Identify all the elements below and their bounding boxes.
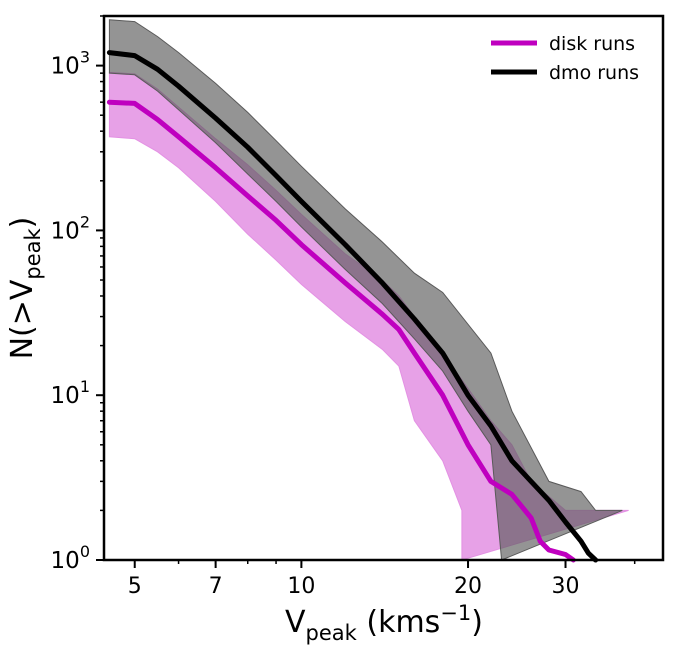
legend-label-disk: disk runs: [549, 33, 635, 55]
legend: disk runs dmo runs: [491, 33, 639, 84]
plot-frame: [102, 14, 665, 562]
legend-label-dmo: dmo runs: [549, 62, 639, 84]
y-axis: 100 101 102 103: [51, 15, 104, 574]
y-tick-label: 101: [51, 377, 90, 409]
y-tick-label: 100: [51, 542, 90, 574]
x-tick-label: 7: [209, 574, 223, 599]
band-dmo: [108, 19, 623, 561]
y-axis-label: N(>Vpeak): [5, 217, 45, 360]
x-axis-label: Vpeak (kms−1): [285, 601, 483, 645]
x-tick-label: 30: [552, 574, 580, 599]
y-tick-label: 102: [51, 212, 90, 244]
series-line-dmo: [106, 50, 599, 563]
x-axis: 5 7 10 20 30: [128, 560, 636, 599]
lines-layer: [106, 50, 599, 563]
x-tick-label: 10: [287, 574, 315, 599]
x-tick-label: 5: [128, 574, 142, 599]
series-line-disk: [106, 99, 576, 563]
x-tick-label: 20: [454, 574, 482, 599]
y-tick-label: 103: [51, 48, 90, 80]
